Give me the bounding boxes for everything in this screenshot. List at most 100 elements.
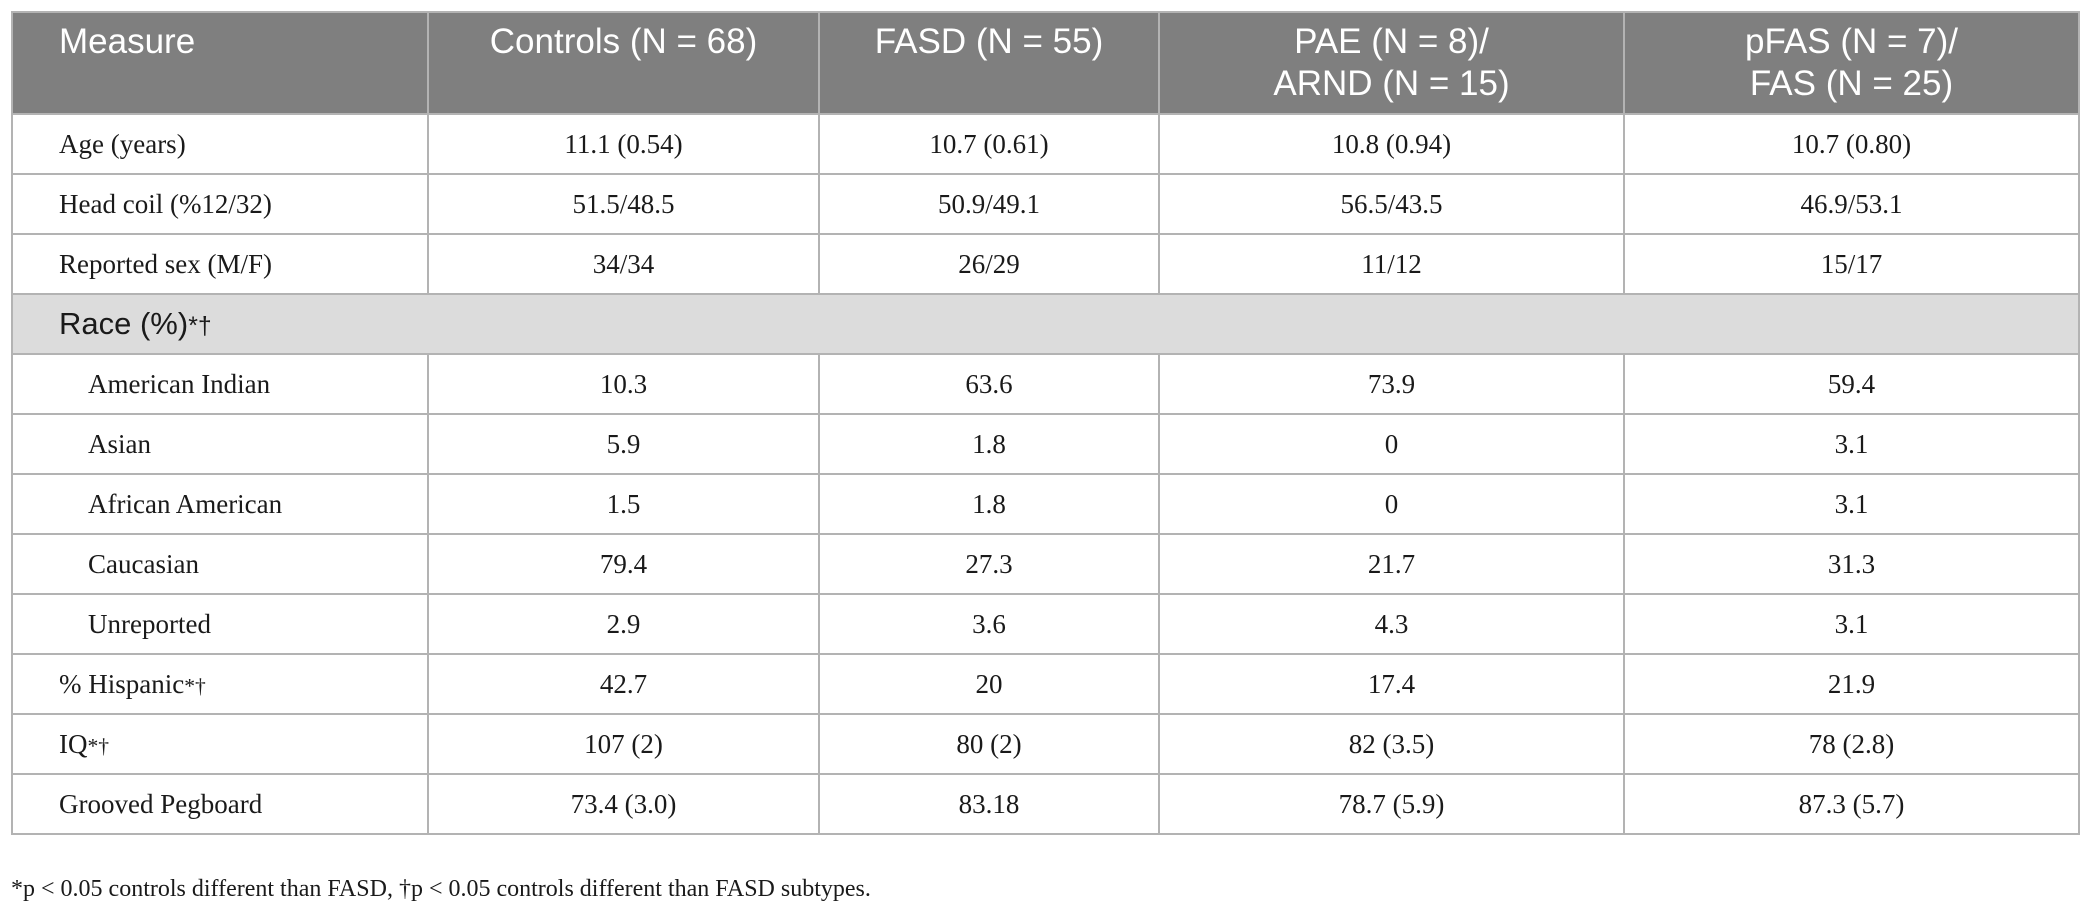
table-row: Asian 5.9 1.8 0 3.1 [11, 413, 2080, 475]
section-significance-marks: *† [188, 313, 212, 340]
table-cell: 27.3 [818, 533, 1160, 595]
table-cell: 46.9/53.1 [1623, 173, 2080, 235]
row-label: African American [88, 488, 283, 519]
table-cell: 21.9 [1623, 653, 2080, 715]
row-label: Unreported [88, 608, 211, 639]
row-label-cell: Grooved Pegboard [11, 773, 429, 835]
table-row: Grooved Pegboard 73.4 (3.0) 83.18 78.7 (5.9… [11, 773, 2080, 835]
table-cell: 5.9 [427, 413, 820, 475]
table-cell: 73.4 (3.0) [427, 773, 820, 835]
row-label: Head coil (%12/32) [59, 188, 272, 219]
header-pfas-fas-line2: FAS (N = 25) [1749, 64, 1954, 103]
table-cell: 17.4 [1158, 653, 1625, 715]
row-label: Caucasian [88, 548, 199, 579]
table-cell: 50.9/49.1 [818, 173, 1160, 235]
header-pae-arnd-line2: ARND (N = 15) [1273, 64, 1510, 103]
table-cell: 3.1 [1623, 593, 2080, 655]
row-label-cell: Age (years) [11, 113, 429, 175]
table-cell: 1.8 [818, 413, 1160, 475]
table-cell: 83.18 [818, 773, 1160, 835]
header-pfas-fas: pFAS (N = 7)/ FAS (N = 25) [1623, 11, 2080, 115]
table-cell: 15/17 [1623, 233, 2080, 295]
row-label-cell: IQ*† [11, 713, 429, 775]
row-label-cell: Unreported [11, 593, 429, 655]
table-row: American Indian 10.3 63.6 73.9 59.4 [11, 353, 2080, 415]
table-cell: 42.7 [427, 653, 820, 715]
row-label: Reported sex (M/F) [59, 248, 272, 279]
table-cell: 21.7 [1158, 533, 1625, 595]
row-significance-marks: *† [184, 673, 206, 698]
table-cell: 73.9 [1158, 353, 1625, 415]
table-header: Measure Controls (N = 68) FASD (N = 55) … [11, 11, 2080, 115]
table-body: Age (years) 11.1 (0.54) 10.7 (0.61) 10.8 (0… [11, 113, 2080, 835]
table-cell: 78.7 (5.9) [1158, 773, 1625, 835]
header-fasd-label: FASD (N = 55) [874, 22, 1104, 61]
table-cell: 3.6 [818, 593, 1160, 655]
demographics-table: Measure Controls (N = 68) FASD (N = 55) … [11, 11, 2080, 835]
table-cell: 0 [1158, 473, 1625, 535]
table-cell: 80 (2) [818, 713, 1160, 775]
table-cell: 87.3 (5.7) [1623, 773, 2080, 835]
header-measure: Measure [11, 11, 429, 115]
table-row: Unreported 2.9 3.6 4.3 3.1 [11, 593, 2080, 655]
row-label: % Hispanic [59, 668, 185, 699]
header-controls-label: Controls (N = 68) [489, 22, 758, 61]
row-label: Age (years) [59, 128, 186, 159]
table-row: Reported sex (M/F) 34/34 26/29 11/12 15/17 [11, 233, 2080, 295]
header-measure-label: Measure [59, 22, 196, 61]
table-cell: 10.7 (0.61) [818, 113, 1160, 175]
table-cell: 11.1 (0.54) [427, 113, 820, 175]
table-cell: 0 [1158, 413, 1625, 475]
header-pfas-fas-line1: pFAS (N = 7)/ [1745, 22, 1958, 61]
table-cell: 2.9 [427, 593, 820, 655]
row-label-cell: African American [11, 473, 429, 535]
section-label-cell: Race (%)*† [11, 293, 2080, 355]
table-row: African American 1.5 1.8 0 3.1 [11, 473, 2080, 535]
row-label-cell: % Hispanic*† [11, 653, 429, 715]
table-row: % Hispanic*† 42.7 20 17.4 21.9 [11, 653, 2080, 715]
table-cell: 107 (2) [427, 713, 820, 775]
table-row: Head coil (%12/32) 51.5/48.5 50.9/49.1 56.5… [11, 173, 2080, 235]
row-label: Asian [88, 428, 151, 459]
header-controls: Controls (N = 68) [427, 11, 820, 115]
table-row: IQ*† 107 (2) 80 (2) 82 (3.5) 78 (2.8) [11, 713, 2080, 775]
row-significance-marks: *† [87, 733, 110, 758]
row-label-cell: Asian [11, 413, 429, 475]
table-cell: 82 (3.5) [1158, 713, 1625, 775]
table-cell: 51.5/48.5 [427, 173, 820, 235]
table-row: Age (years) 11.1 (0.54) 10.7 (0.61) 10.8 (0… [11, 113, 2080, 175]
table-cell: 3.1 [1623, 413, 2080, 475]
table-cell: 63.6 [818, 353, 1160, 415]
row-label-cell: Head coil (%12/32) [11, 173, 429, 235]
table-cell: 1.5 [427, 473, 820, 535]
table-cell: 11/12 [1158, 233, 1625, 295]
header-pae-arnd: PAE (N = 8)/ ARND (N = 15) [1158, 11, 1625, 115]
table-cell: 10.7 (0.80) [1623, 113, 2080, 175]
row-label-cell: Caucasian [11, 533, 429, 595]
row-label-cell: American Indian [11, 353, 429, 415]
row-label-cell: Reported sex (M/F) [11, 233, 429, 295]
table-cell: 34/34 [427, 233, 820, 295]
table-cell: 78 (2.8) [1623, 713, 2080, 775]
table-cell: 10.8 (0.94) [1158, 113, 1625, 175]
table-cell: 31.3 [1623, 533, 2080, 595]
table-cell: 20 [818, 653, 1160, 715]
table-cell: 4.3 [1158, 593, 1625, 655]
row-label: American Indian [88, 368, 271, 399]
table-cell: 56.5/43.5 [1158, 173, 1625, 235]
table-footnote: *p < 0.05 controls different than FASD, … [11, 876, 871, 902]
table-row: Caucasian 79.4 27.3 21.7 31.3 [11, 533, 2080, 595]
table-cell: 3.1 [1623, 473, 2080, 535]
table-cell: 79.4 [427, 533, 820, 595]
table-cell: 10.3 [427, 353, 820, 415]
row-label: IQ [59, 728, 88, 759]
table-cell: 1.8 [818, 473, 1160, 535]
header-fasd: FASD (N = 55) [818, 11, 1160, 115]
table-cell: 26/29 [818, 233, 1160, 295]
header-row: Measure Controls (N = 68) FASD (N = 55) … [11, 11, 2080, 115]
section-row-race: Race (%)*† [11, 293, 2080, 355]
header-pae-arnd-line1: PAE (N = 8)/ [1294, 22, 1489, 61]
table-cell: 59.4 [1623, 353, 2080, 415]
demographics-table-container: Measure Controls (N = 68) FASD (N = 55) … [11, 11, 2080, 835]
section-label: Race (%) [59, 306, 189, 341]
